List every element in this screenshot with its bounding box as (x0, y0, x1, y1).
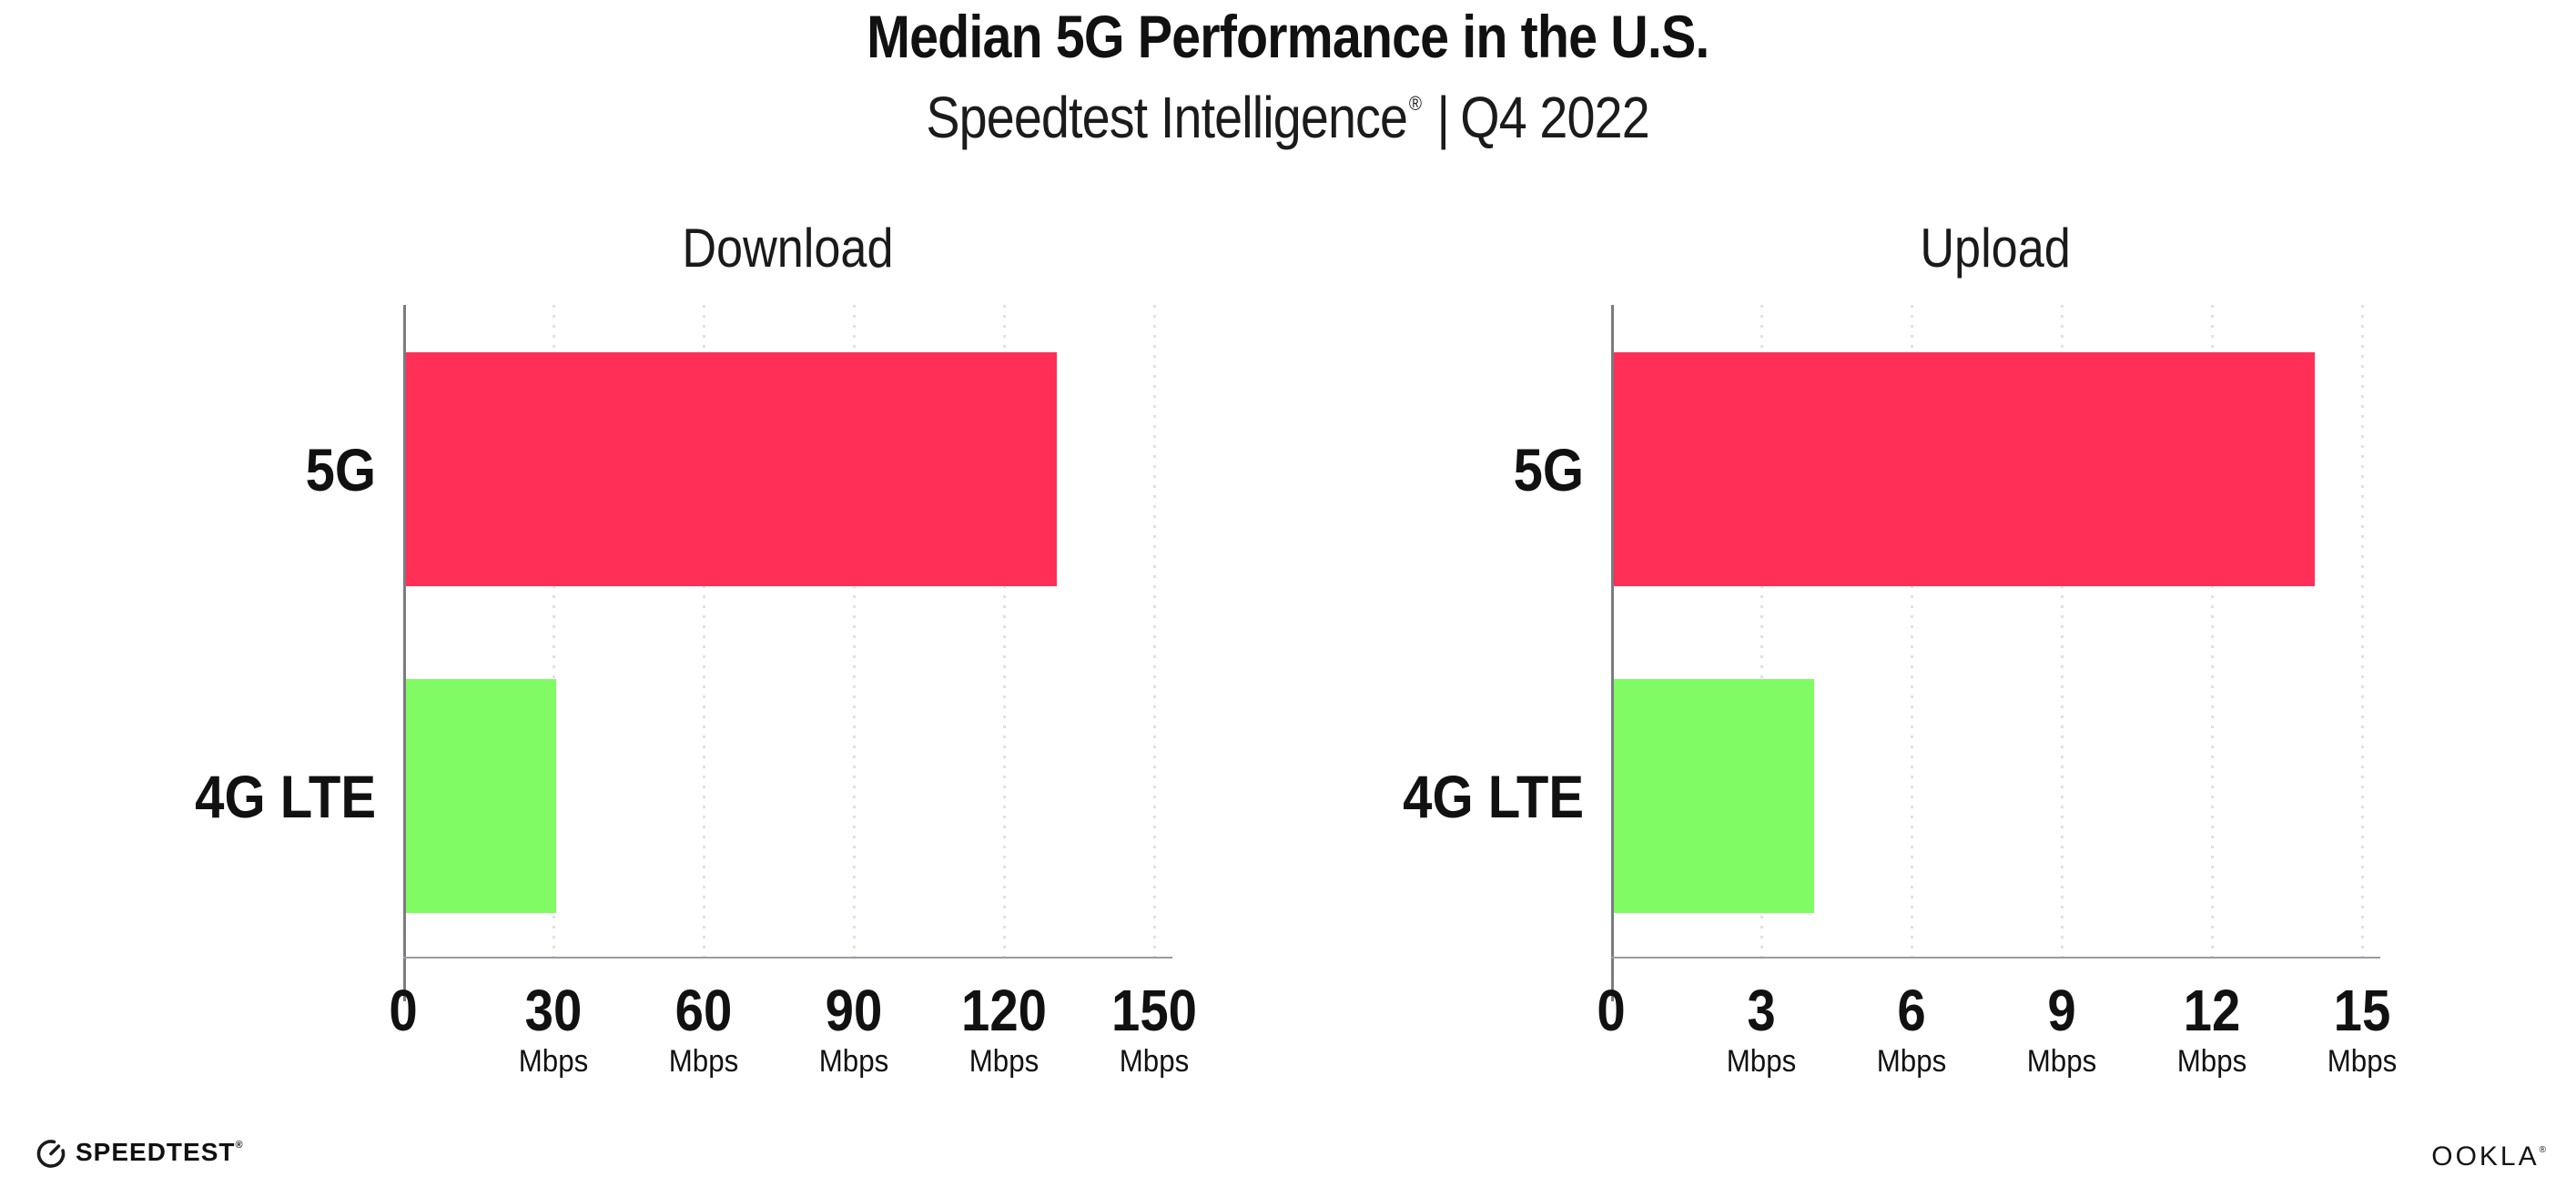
x-tick: 30 Mbps (462, 978, 644, 1079)
x-tick: 60 Mbps (613, 978, 795, 1079)
x-tick-unit-label: Mbps (1726, 1044, 1797, 1079)
page-title: Median 5G Performance in the U.S. (0, 2, 2576, 71)
upload-chart-title: Upload (1920, 218, 2072, 279)
x-tick: 120 Mbps (913, 978, 1095, 1079)
x-tick-label: 30 (524, 978, 583, 1043)
x-tick: 90 Mbps (763, 978, 945, 1079)
x-tick-label: 9 (2047, 978, 2076, 1043)
bar-5g (406, 352, 1057, 586)
download-plot-area: 5G 4G LTE 0 30 Mbps 60 Mbps 90 Mbps 120 Mbps 150 Mbp… (195, 305, 1197, 1077)
ookla-logo: OOKLA® (2431, 1141, 2549, 1172)
x-axis-line (1611, 957, 2380, 959)
x-tick: 9 Mbps (1971, 978, 2153, 1079)
page-title-text: Median 5G Performance in the U.S. (867, 3, 1709, 70)
y-axis-line (1611, 305, 1614, 1001)
gridline (1911, 305, 1913, 957)
bar-4g-lte (1614, 679, 1814, 913)
x-tick: 3 Mbps (1670, 978, 1852, 1079)
bar-5g (1614, 352, 2315, 586)
speedtest-logo: SPEEDTEST® (35, 1136, 244, 1169)
x-tick-unit-label: Mbps (2327, 1044, 2398, 1079)
x-tick-label: 6 (1897, 978, 1926, 1043)
x-tick-label: 120 (961, 978, 1047, 1043)
x-tick: 12 Mbps (2121, 978, 2303, 1079)
x-tick-label: 0 (389, 978, 418, 1043)
x-tick-unit-label: Mbps (2176, 1044, 2247, 1079)
gridline (1153, 305, 1156, 957)
x-axis-line (403, 957, 1172, 959)
ookla-logo-text: OOKLA (2431, 1141, 2540, 1172)
bar-4g-lte (406, 679, 556, 913)
x-tick-unit-label: Mbps (818, 1044, 889, 1079)
x-tick-label: 0 (1597, 978, 1626, 1043)
subtitle-period: Q4 2022 (1460, 85, 1650, 150)
speedtest-gauge-icon (36, 1140, 66, 1168)
x-tick-label: 3 (1747, 978, 1776, 1043)
gridline (2211, 305, 2214, 957)
download-chart-title: Download (682, 218, 894, 279)
x-tick-label: 60 (674, 978, 733, 1043)
x-tick-unit-label: Mbps (969, 1044, 1040, 1079)
gridline (2061, 305, 2064, 957)
category-label-5g: 5G (305, 435, 376, 503)
x-tick: 0 (1520, 978, 1702, 1043)
ookla-registered-mark: ® (2539, 1145, 2549, 1155)
upload-plot-area: 5G 4G LTE 0 3 Mbps 6 Mbps 9 Mbps 12 Mbps 15 Mbps (1403, 305, 2397, 1077)
gridline (703, 305, 705, 957)
y-axis-line (403, 305, 406, 1001)
gridline (2361, 305, 2364, 957)
x-tick-label: 12 (2183, 978, 2241, 1043)
speedtest-logo-text: SPEEDTEST® (76, 1138, 244, 1166)
x-tick: 150 Mbps (1063, 978, 1245, 1079)
speedtest-registered-mark: ® (235, 1140, 244, 1151)
gridline (853, 305, 856, 957)
x-tick: 6 Mbps (1820, 978, 2003, 1079)
x-tick-unit-label: Mbps (668, 1044, 739, 1079)
registered-mark: ® (1409, 92, 1422, 115)
x-tick-unit-label: Mbps (1876, 1044, 1947, 1079)
category-label-4g-lte: 4G LTE (194, 762, 376, 830)
x-tick-label: 150 (1111, 978, 1197, 1043)
gridline (1003, 305, 1006, 957)
x-tick: 0 (312, 978, 494, 1043)
subtitle-separator: | (1436, 85, 1450, 150)
page-subtitle: Speedtest Intelligence® | Q4 2022 (0, 84, 2576, 151)
x-tick-unit-label: Mbps (1119, 1044, 1190, 1079)
gridline (553, 305, 555, 957)
category-label-4g-lte: 4G LTE (1402, 762, 1584, 830)
x-tick: 15 Mbps (2271, 978, 2453, 1079)
x-tick-label: 15 (2333, 978, 2391, 1043)
x-tick-label: 90 (825, 978, 883, 1043)
x-tick-unit-label: Mbps (2026, 1044, 2097, 1079)
gridline (1760, 305, 1763, 957)
category-label-5g: 5G (1513, 435, 1584, 503)
subtitle-brand: Speedtest Intelligence (926, 85, 1409, 150)
x-tick-unit-label: Mbps (518, 1044, 589, 1079)
